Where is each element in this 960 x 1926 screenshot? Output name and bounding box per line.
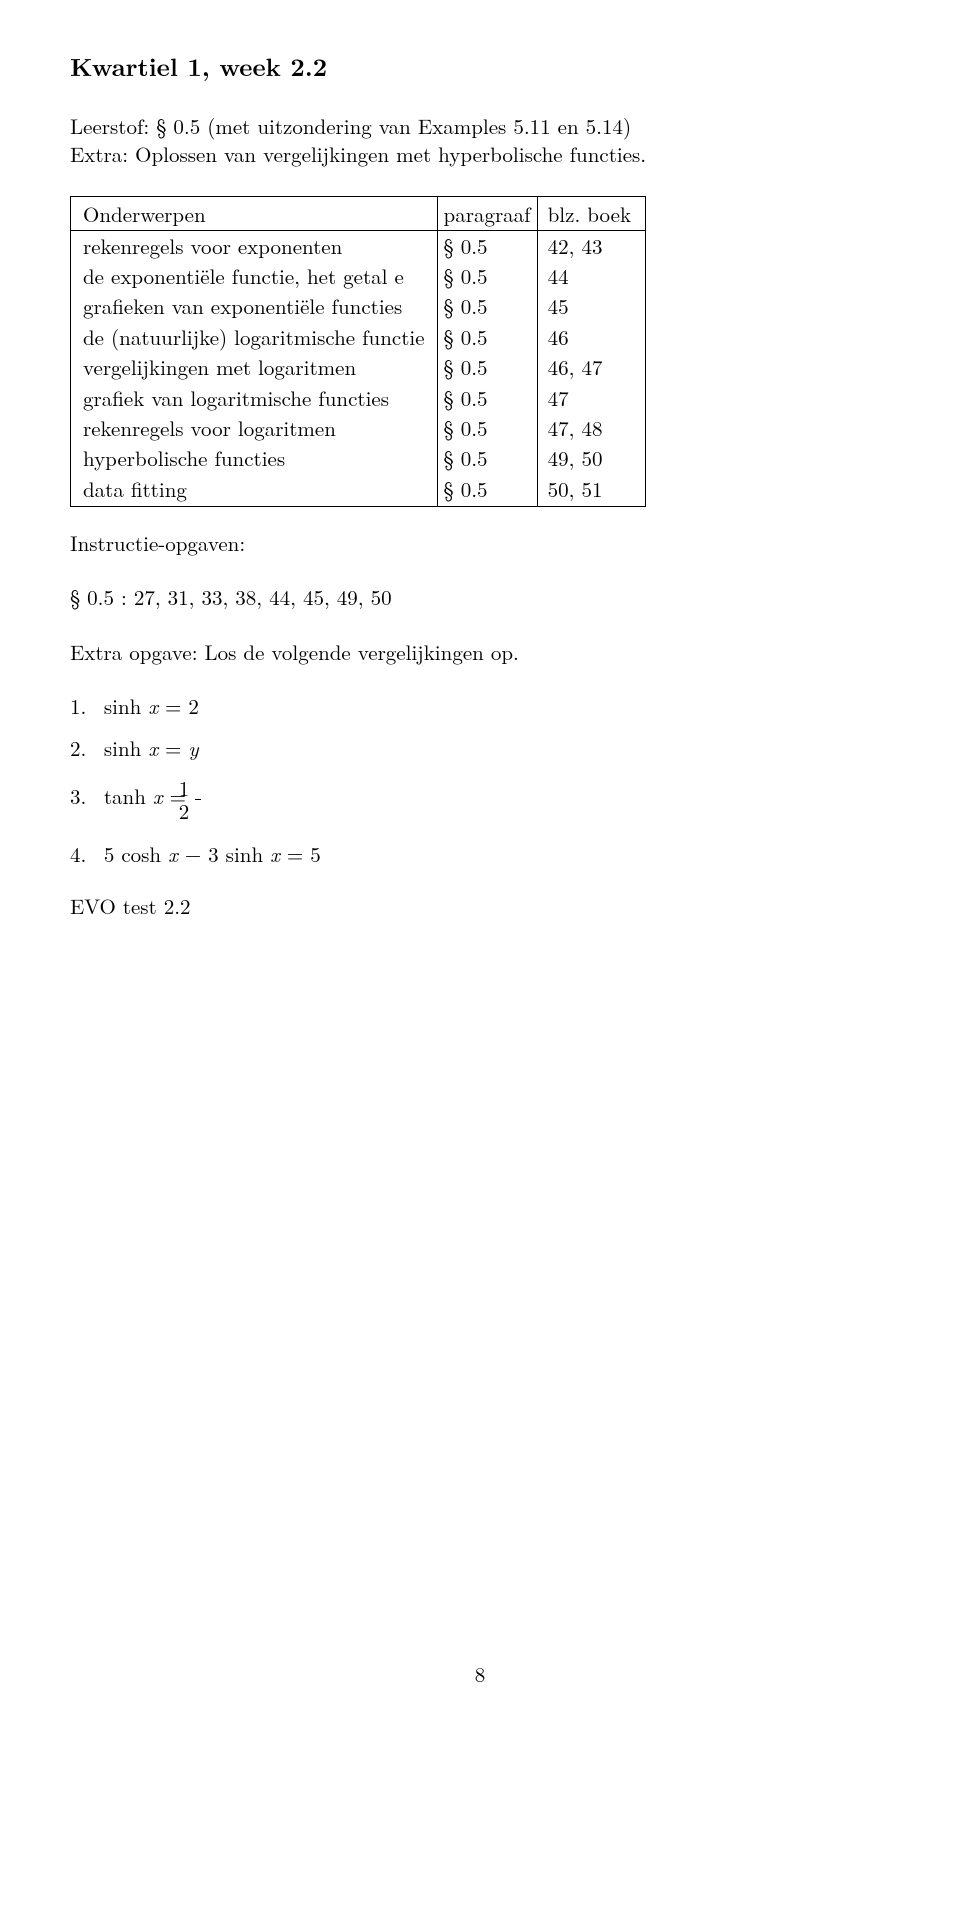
problem-4: 4. 5 cosh x − 3 sinh x = 5 bbox=[70, 840, 890, 868]
problem-number: 3. bbox=[70, 781, 86, 811]
problem-text: − 3 sinh bbox=[178, 839, 270, 869]
leerstof-line2: Extra: Oplossen van vergelijkingen met h… bbox=[70, 139, 646, 169]
problem-text: 5 cosh bbox=[104, 839, 168, 869]
table-row: rekenregels voor logaritmen § 0.5 47, 48 bbox=[71, 413, 646, 443]
table-cell: 44 bbox=[537, 261, 645, 291]
table-cell: vergelijkingen met logaritmen bbox=[71, 352, 438, 382]
table-cell: grafiek van logaritmische functies bbox=[71, 383, 438, 413]
table-cell: hyperbolische functies bbox=[71, 443, 438, 473]
table-cell: § 0.5 bbox=[437, 443, 537, 473]
math-var: x bbox=[168, 839, 178, 869]
math-var: x bbox=[270, 839, 280, 869]
table-cell: data fitting bbox=[71, 474, 438, 507]
table-row: de exponentiële functie, het getal e § 0… bbox=[71, 261, 646, 291]
table-header-blz: blz. boek bbox=[537, 197, 645, 230]
extra-opgave: Extra opgave: Los de volgende vergelijki… bbox=[70, 638, 890, 666]
fraction-denominator: 2 bbox=[195, 799, 201, 822]
leerstof-paragraph: Leerstof: § 0.5 (met uitzondering van Ex… bbox=[70, 112, 890, 169]
table-row: de (natuurlijke) logaritmische functie §… bbox=[71, 322, 646, 352]
table-cell: grafieken van exponentiële functies bbox=[71, 291, 438, 321]
table-cell: 46 bbox=[537, 322, 645, 352]
table-cell: 46, 47 bbox=[537, 352, 645, 382]
fraction-numerator: 1 bbox=[195, 777, 201, 799]
table-header-paragraaf: paragraaf bbox=[437, 197, 537, 230]
table-cell: § 0.5 bbox=[437, 474, 537, 507]
problem-text: = bbox=[158, 733, 188, 763]
table-cell: 49, 50 bbox=[537, 443, 645, 473]
table-header-onderwerpen: Onderwerpen bbox=[71, 197, 438, 230]
leerstof-line1: Leerstof: § 0.5 (met uitzondering van Ex… bbox=[70, 111, 631, 141]
table-cell: rekenregels voor exponenten bbox=[71, 230, 438, 261]
table-cell: de (natuurlijke) logaritmische functie bbox=[71, 322, 438, 352]
table-row: grafiek van logaritmische functies § 0.5… bbox=[71, 383, 646, 413]
problem-text: = 5 bbox=[280, 839, 321, 869]
evo-test: EVO test 2.2 bbox=[70, 892, 890, 920]
table-row: rekenregels voor exponenten § 0.5 42, 43 bbox=[71, 230, 646, 261]
problem-number: 1. bbox=[70, 691, 86, 721]
table-row: vergelijkingen met logaritmen § 0.5 46, … bbox=[71, 352, 646, 382]
instructie-label: Instructie-opgaven: bbox=[70, 529, 890, 557]
table-cell: 47, 48 bbox=[537, 413, 645, 443]
table-cell: § 0.5 bbox=[437, 352, 537, 382]
problem-text: = 2 bbox=[158, 691, 199, 721]
math-var: x bbox=[148, 691, 158, 721]
instructie-items: § 0.5 : 27, 31, 33, 38, 44, 45, 49, 50 bbox=[70, 583, 890, 611]
table-cell: de exponentiële functie, het getal e bbox=[71, 261, 438, 291]
math-var: y bbox=[188, 733, 198, 763]
table-cell: § 0.5 bbox=[437, 291, 537, 321]
problem-text: sinh bbox=[104, 733, 148, 763]
table-cell: § 0.5 bbox=[437, 322, 537, 352]
table-cell: § 0.5 bbox=[437, 413, 537, 443]
problem-number: 4. bbox=[70, 839, 86, 869]
table-row: hyperbolische functies § 0.5 49, 50 bbox=[71, 443, 646, 473]
problem-2: 2. sinh x = y bbox=[70, 734, 890, 762]
table-cell: 42, 43 bbox=[537, 230, 645, 261]
table-row: data fitting § 0.5 50, 51 bbox=[71, 474, 646, 507]
table-header-row: Onderwerpen paragraaf blz. boek bbox=[71, 197, 646, 230]
problem-1: 1. sinh x = 2 bbox=[70, 692, 890, 720]
problem-text: sinh bbox=[104, 691, 148, 721]
math-var: x bbox=[153, 781, 163, 811]
problem-3: 3. tanh x = 12 bbox=[70, 777, 890, 822]
problem-text: tanh bbox=[104, 781, 153, 811]
table-cell: 47 bbox=[537, 383, 645, 413]
math-var: x bbox=[148, 733, 158, 763]
page-number: 8 bbox=[70, 1660, 890, 1688]
topics-table: Onderwerpen paragraaf blz. boek rekenreg… bbox=[70, 196, 646, 506]
page-title: Kwartiel 1, week 2.2 bbox=[70, 50, 890, 84]
table-cell: § 0.5 bbox=[437, 383, 537, 413]
table-cell: 50, 51 bbox=[537, 474, 645, 507]
problem-number: 2. bbox=[70, 733, 86, 763]
fraction: 12 bbox=[195, 777, 201, 822]
table-cell: 45 bbox=[537, 291, 645, 321]
table-cell: rekenregels voor logaritmen bbox=[71, 413, 438, 443]
problems-list: 1. sinh x = 2 2. sinh x = y 3. tanh x = … bbox=[70, 692, 890, 868]
table-cell: § 0.5 bbox=[437, 230, 537, 261]
table-cell: § 0.5 bbox=[437, 261, 537, 291]
table-row: grafieken van exponentiële functies § 0.… bbox=[71, 291, 646, 321]
